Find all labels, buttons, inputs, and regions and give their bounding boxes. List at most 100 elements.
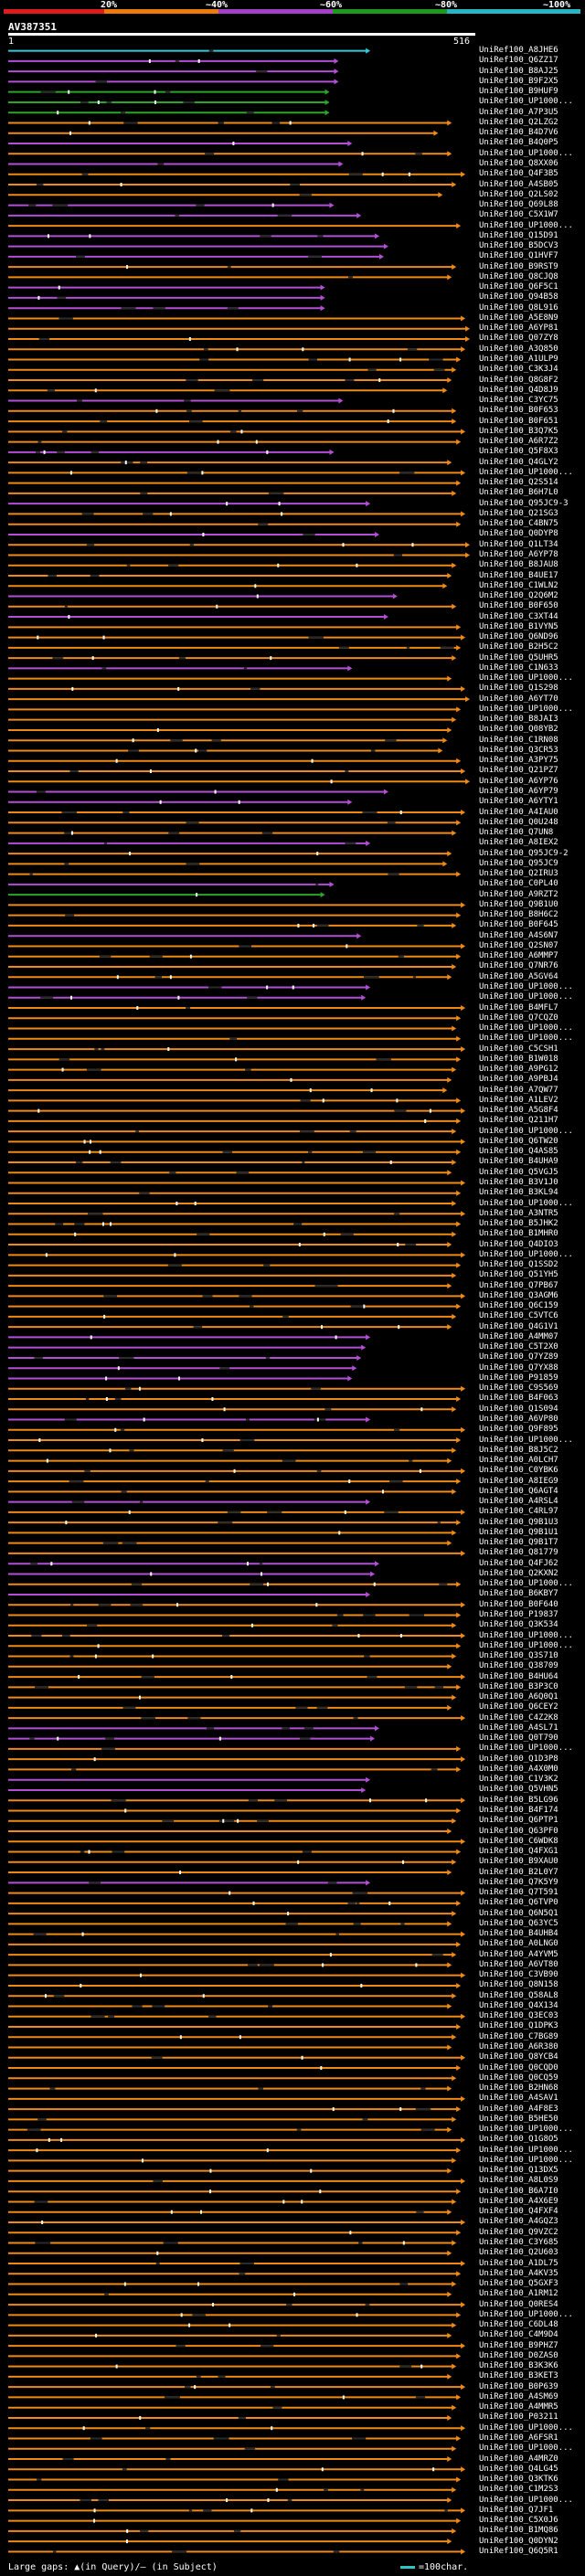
hit-row[interactable] [8,953,462,959]
hit-row[interactable] [8,419,457,425]
hit-row[interactable] [8,460,452,466]
hit-row[interactable] [8,1118,462,1124]
hit-row[interactable] [8,1015,462,1022]
hit-name-link[interactable]: UniRef100_B8H6C2 [479,910,558,920]
hit-row[interactable] [8,984,371,991]
hit-name-link[interactable]: UniRef100_A4MRZ0 [479,2454,558,2464]
hit-name-link[interactable]: UniRef100_Q6F5C1 [479,282,558,292]
hit-name-link[interactable]: UniRef100_A6MMP7 [479,951,558,961]
hit-row[interactable] [8,665,353,672]
hit-row[interactable] [8,1797,466,1804]
hit-name-link[interactable]: UniRef100_A6Q0Q1 [479,1692,558,1702]
hit-row[interactable] [8,1293,466,1299]
hit-name-link[interactable]: UniRef100_C3XT44 [479,611,558,621]
hit-row[interactable] [8,943,466,949]
hit-name-link[interactable]: UniRef100_Q9VZC2 [479,2227,558,2237]
hit-name-link[interactable]: UniRef100_Q08YB2 [479,725,558,735]
hit-name-link[interactable]: UniRef100_B1VYN5 [479,621,558,631]
hit-row[interactable] [8,562,457,568]
hit-name-link[interactable]: UniRef100_Q4FXF4 [479,2207,558,2217]
hit-row[interactable] [8,1931,466,1937]
hit-name-link[interactable]: UniRef100_C1RN08 [479,735,558,745]
hit-name-link[interactable]: UniRef100_Q211H7 [479,1116,558,1126]
hit-name-link[interactable]: UniRef100_C6DL48 [479,2320,558,2330]
hit-name-link[interactable]: UniRef100_Q1HVF7 [479,251,558,261]
hit-name-link[interactable]: UniRef100_B3KL94 [479,1188,558,1198]
hit-row[interactable] [8,1324,452,1330]
hit-name-link[interactable]: UniRef100_C3Y685 [479,2238,558,2247]
hit-row[interactable] [8,69,339,75]
hit-name-link[interactable]: UniRef100_A1DL75 [479,2258,558,2268]
hit-name-link[interactable]: UniRef100_UP1000... [479,2155,573,2165]
hit-name-link[interactable]: UniRef100_A6FSR1 [479,2433,558,2443]
hit-row[interactable] [8,2549,466,2555]
hit-row[interactable] [8,1272,457,1278]
hit-name-link[interactable]: UniRef100_C5T2X0 [479,1342,558,1352]
hit-row[interactable] [8,1159,457,1165]
hit-name-link[interactable]: UniRef100_A6R7Z2 [479,437,558,447]
hit-name-link[interactable]: UniRef100_Q7NR76 [479,961,558,971]
hit-name-link[interactable]: UniRef100_A1LEV2 [479,1095,558,1105]
hit-row[interactable] [8,2312,462,2318]
hit-name-link[interactable]: UniRef100_Q4LG45 [479,2464,558,2474]
hit-name-link[interactable]: UniRef100_Q1SSD2 [479,1260,558,1270]
hit-row[interactable] [8,1334,371,1341]
hit-name-link[interactable]: UniRef100_A6R380 [479,2042,558,2052]
hit-name-link[interactable]: UniRef100_B9RST9 [479,261,558,271]
hit-row[interactable] [8,2034,457,2041]
hit-name-link[interactable]: UniRef100_Q7PB67 [479,1280,558,1290]
hit-name-link[interactable]: UniRef100_UP1000... [479,704,573,714]
hit-name-link[interactable]: UniRef100_Q7UN8 [479,828,554,838]
hit-row[interactable] [8,1756,466,1763]
hit-name-link[interactable]: UniRef100_C7BG89 [479,2031,558,2041]
hit-row[interactable] [8,315,466,322]
hit-name-link[interactable]: UniRef100_Q3AGM6 [479,1290,558,1300]
hit-name-link[interactable]: UniRef100_Q0DYP8 [479,529,558,539]
hit-name-link[interactable]: UniRef100_Q3EC03 [479,2011,558,2021]
hit-name-link[interactable]: UniRef100_Q5UHR5 [479,652,558,663]
hit-row[interactable] [8,902,466,908]
hit-name-link[interactable]: UniRef100_Q0DYN2 [479,2536,558,2546]
hit-row[interactable] [8,1972,466,1978]
hit-row[interactable] [8,1704,452,1711]
hit-name-link[interactable]: UniRef100_A9RZT2 [479,889,558,899]
hit-name-link[interactable]: UniRef100_Q1G8O5 [479,2135,558,2145]
hit-row[interactable] [8,1941,462,1947]
hit-name-link[interactable]: UniRef100_C3YC75 [479,396,558,406]
hit-name-link[interactable]: UniRef100_Q8N158 [479,1980,558,1990]
hit-row[interactable] [8,994,367,1001]
hit-name-link[interactable]: UniRef100_P19837 [479,1610,558,1619]
hit-row[interactable] [8,2291,452,2297]
hit-row[interactable] [8,2445,457,2452]
hit-row[interactable] [8,2332,452,2338]
hit-name-link[interactable]: UniRef100_A4KV35 [479,2268,558,2278]
hit-name-link[interactable]: UniRef100_Q5VGJ5 [479,1167,558,1177]
hit-name-link[interactable]: UniRef100_UP1000... [479,2145,573,2155]
hit-row[interactable] [8,1262,462,1268]
hit-row[interactable] [8,79,339,85]
hit-name-link[interactable]: UniRef100_B5DCV3 [479,241,558,251]
hit-row[interactable] [8,1674,466,1680]
hit-name-link[interactable]: UniRef100_A5G8F4 [479,1106,558,1116]
hit-row[interactable] [8,99,330,105]
hit-name-link[interactable]: UniRef100_UP1000... [479,982,573,991]
hit-row[interactable] [8,2065,462,2072]
hit-name-link[interactable]: UniRef100_Q4FJ62 [479,1558,558,1568]
hit-name-link[interactable]: UniRef100_B2HN68 [479,2083,558,2094]
hit-row[interactable] [8,2003,452,2009]
hit-name-link[interactable]: UniRef100_B4UE17 [479,570,558,580]
hit-name-link[interactable]: UniRef100_UP1000... [479,1630,573,1640]
hit-row[interactable] [8,2106,462,2113]
hit-name-link[interactable]: UniRef100_Q6Q5R1 [479,2546,558,2556]
hit-row[interactable] [8,243,388,249]
hit-name-link[interactable]: UniRef100_A8L0S9 [479,2176,558,2186]
hit-name-link[interactable]: UniRef100_UP1000... [479,673,573,684]
hit-row[interactable] [8,1921,452,1927]
hit-name-link[interactable]: UniRef100_B5HE50 [479,2114,558,2124]
hit-name-link[interactable]: UniRef100_UP1000... [479,2495,573,2505]
hit-row[interactable] [8,1653,457,1659]
hit-row[interactable] [8,1231,457,1237]
hit-name-link[interactable]: UniRef100_P03211 [479,2412,558,2422]
hit-row[interactable] [8,1406,457,1413]
hit-row[interactable] [8,1385,466,1392]
